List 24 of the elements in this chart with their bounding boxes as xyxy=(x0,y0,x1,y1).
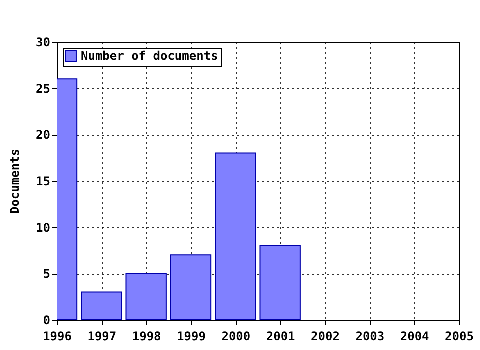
bar xyxy=(215,152,256,320)
x-tick-label: 2001 xyxy=(266,330,296,344)
y-tick-label: 25 xyxy=(36,82,50,96)
y-tick-label: 0 xyxy=(43,314,50,328)
x-tick-label: 2005 xyxy=(445,330,474,344)
y-tick-label: 20 xyxy=(36,128,50,142)
y-axis-title: Documents xyxy=(8,148,22,214)
y-tick-label: 5 xyxy=(43,267,50,282)
bar xyxy=(260,245,301,320)
x-tick-label: 1996 xyxy=(43,330,72,344)
x-tick-label: 1999 xyxy=(177,330,206,344)
bar xyxy=(81,292,122,320)
bar xyxy=(126,273,167,320)
y-tick-label: 10 xyxy=(36,220,50,235)
bar xyxy=(170,254,212,320)
y-tick-label: 30 xyxy=(36,36,50,50)
x-tick-label: 2002 xyxy=(311,330,340,344)
x-tick-label: 2004 xyxy=(400,330,430,344)
x-tick-label: 1998 xyxy=(132,330,162,344)
x-tick-label: 2000 xyxy=(222,330,251,344)
legend-label: Number of documents xyxy=(81,49,218,63)
x-tick-label: 1997 xyxy=(88,330,117,344)
x-tick-label: 2003 xyxy=(356,330,385,344)
y-tick-label: 15 xyxy=(36,174,50,188)
